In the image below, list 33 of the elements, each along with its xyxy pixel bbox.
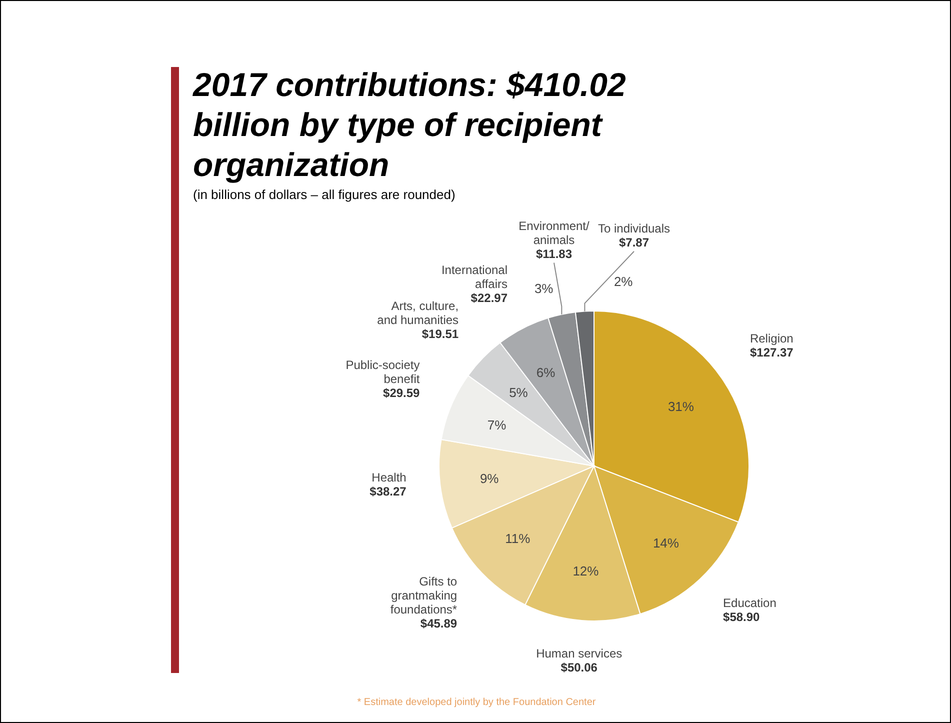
text: 7%: [487, 418, 506, 433]
data-label: $11.83: [536, 246, 572, 261]
text: 12%: [572, 564, 599, 579]
text: 31%: [668, 398, 694, 414]
data-label: $50.06: [560, 660, 598, 674]
data-label: $127.37: [750, 345, 794, 360]
slice-label: To individuals: [598, 221, 670, 236]
text: 3%: [534, 281, 554, 296]
text: 5%: [509, 384, 528, 400]
chart-title: 2017 contributions: $410.02 billion by type of recipient organization: [193, 65, 627, 185]
text: 11%: [505, 531, 530, 546]
chart-subtitle: (in billions of dollars – all figures are rounded): [193, 187, 456, 202]
text: * Estimate developed jointly by the Foundation Center: [356, 697, 597, 708]
text: 14%: [652, 536, 679, 551]
text: 6%: [536, 364, 556, 380]
slice-label: Arts, culture, and humanities: [377, 299, 459, 328]
text: 2%: [614, 274, 633, 289]
data-label: $19.51: [422, 327, 459, 342]
data-label: $58.90: [723, 610, 760, 624]
slice-label: Public-society benefit: [346, 358, 420, 386]
data-label: $7.87: [618, 235, 650, 250]
slice-label: Human services: [536, 646, 622, 660]
text: 9%: [480, 471, 499, 486]
slice-label: Environment/ animals: [518, 218, 590, 247]
data-label: $45.89: [420, 616, 458, 630]
slice-label: Health: [372, 470, 406, 485]
slice-label: Gifts to grantmaking foundations*: [390, 574, 458, 616]
slice-label: Education: [723, 596, 776, 610]
data-label: $38.27: [370, 484, 407, 499]
slice-label: Religion: [750, 331, 794, 346]
slice-label: International affairs: [441, 262, 508, 291]
data-label: $29.59: [383, 386, 420, 400]
data-label: $22.97: [470, 290, 508, 305]
